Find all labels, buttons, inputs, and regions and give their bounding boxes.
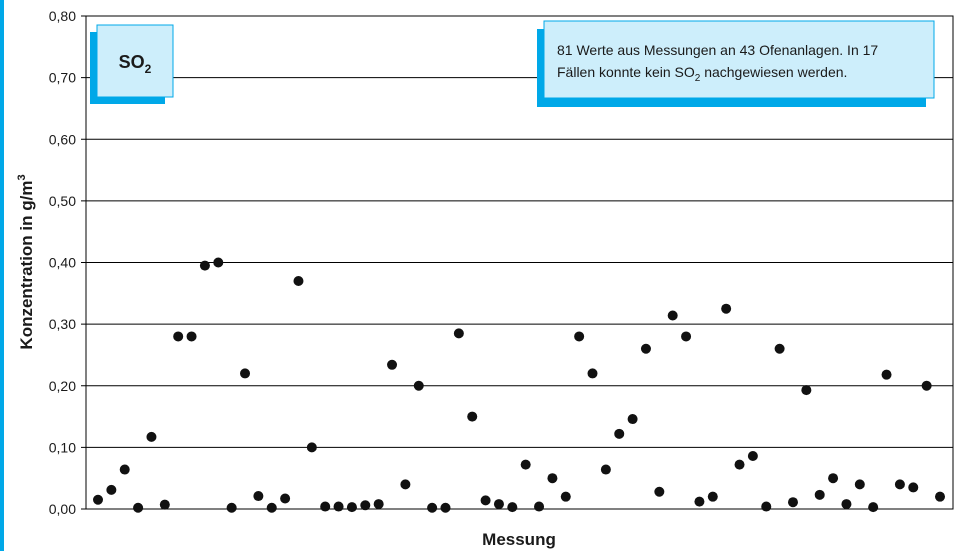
y-tick-label: 0,00	[49, 501, 76, 517]
badge-box	[96, 24, 174, 98]
data-point	[828, 473, 839, 484]
data-point	[146, 431, 157, 442]
data-point	[467, 411, 478, 422]
data-point	[480, 495, 491, 506]
data-point	[574, 331, 585, 342]
badge-label: SO2	[119, 52, 152, 76]
y-tick-label: 0,50	[49, 193, 76, 209]
data-point	[493, 499, 504, 510]
data-point	[400, 479, 411, 490]
y-tick-label: 0,60	[49, 131, 76, 147]
x-axis-title: Messung	[482, 530, 556, 549]
data-point	[520, 459, 531, 470]
data-point	[814, 489, 825, 500]
left-accent-bar	[0, 0, 4, 551]
data-point	[266, 502, 277, 513]
data-point	[253, 491, 264, 502]
data-point	[921, 380, 932, 391]
data-point	[427, 502, 438, 513]
data-point	[173, 331, 184, 342]
data-point	[453, 328, 464, 339]
data-point	[667, 310, 678, 321]
y-tick-label: 0,30	[49, 316, 76, 332]
data-point	[868, 502, 879, 513]
y-tick-label: 0,10	[49, 439, 76, 455]
data-point	[694, 496, 705, 507]
data-point	[387, 359, 398, 370]
data-point	[119, 464, 130, 475]
data-point	[93, 494, 103, 505]
data-point	[560, 491, 571, 502]
data-point	[627, 414, 638, 425]
data-point	[881, 369, 892, 380]
y-tick-label: 0,40	[49, 255, 76, 271]
data-point	[681, 331, 692, 342]
note-line-2: Fällen konnte kein SO2 nachgewiesen werd…	[557, 64, 847, 84]
data-point	[787, 497, 798, 508]
data-point	[761, 501, 772, 512]
y-tick-label: 0,80	[49, 8, 76, 24]
data-point	[213, 257, 224, 268]
data-point	[293, 275, 304, 286]
data-point	[360, 500, 371, 511]
data-point	[854, 479, 865, 490]
data-point	[346, 502, 357, 513]
data-point	[240, 368, 251, 379]
data-point	[801, 385, 812, 396]
data-point	[734, 459, 745, 470]
data-point	[721, 303, 732, 314]
data-point	[333, 501, 344, 512]
data-point	[587, 368, 598, 379]
data-point	[306, 442, 317, 453]
data-points	[93, 257, 945, 513]
data-point	[413, 380, 424, 391]
data-point	[614, 428, 625, 439]
data-point	[747, 451, 758, 462]
data-point	[707, 491, 718, 502]
data-point	[935, 491, 945, 502]
y-axis-title: Konzentration in g/m3	[16, 174, 36, 349]
data-point	[894, 479, 905, 490]
data-point	[226, 502, 237, 513]
data-point	[507, 502, 518, 513]
plot-border	[85, 15, 954, 510]
data-point	[159, 499, 170, 510]
data-point	[133, 502, 144, 513]
note-box	[543, 20, 935, 99]
data-point	[320, 501, 331, 512]
y-tick-label: 0,70	[49, 70, 76, 86]
data-point	[600, 464, 611, 475]
data-point	[534, 501, 545, 512]
data-point	[373, 499, 384, 510]
data-point	[654, 486, 665, 497]
data-point	[199, 260, 210, 271]
data-point	[908, 482, 919, 493]
data-point	[774, 343, 785, 354]
data-point	[186, 331, 197, 342]
y-tick-label: 0,20	[49, 378, 76, 394]
y-tick-labels: 0,00 0,10 0,20 0,30 0,40 0,50 0,60 0,70 0,80	[49, 8, 86, 517]
data-point	[280, 493, 291, 504]
data-point	[547, 473, 558, 484]
data-point	[841, 499, 852, 510]
note-line-1: 81 Werte aus Messungen an 43 Ofenanlagen…	[557, 42, 878, 58]
data-point	[640, 343, 651, 354]
data-point	[106, 484, 117, 495]
data-point	[440, 502, 451, 513]
